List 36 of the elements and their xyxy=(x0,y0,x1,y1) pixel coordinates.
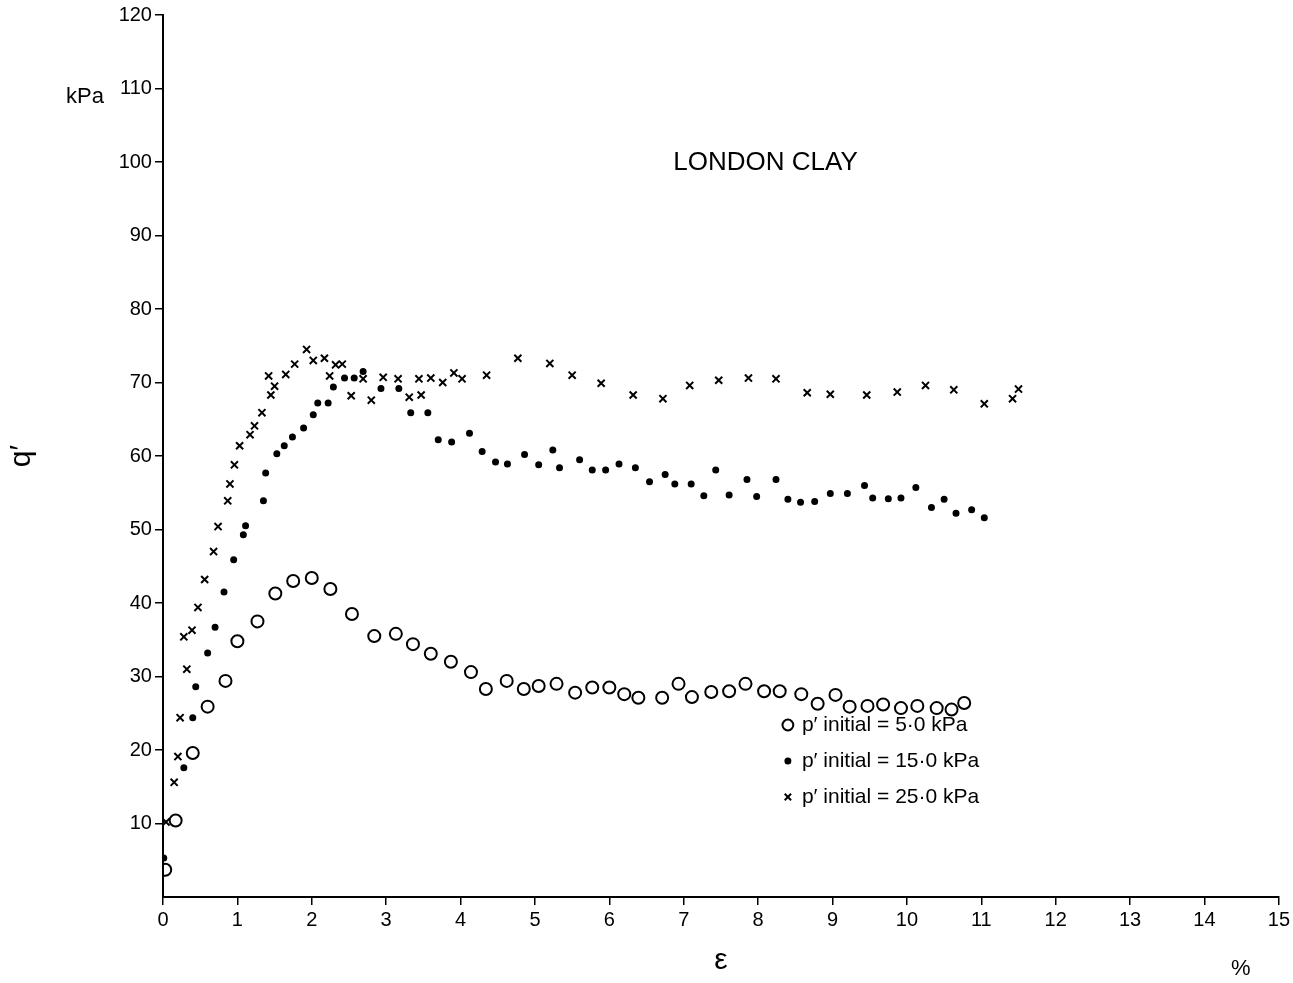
legend-label: p′ initial = 25·0 kPa xyxy=(801,783,980,807)
y-axis-title: q′ xyxy=(3,444,37,468)
y-tick-label: 50 xyxy=(129,517,152,540)
x-tick-label: 15 xyxy=(1267,907,1290,930)
y-tick-label: 20 xyxy=(129,737,152,760)
y-tick-label: 110 xyxy=(120,76,152,99)
y-tick-label: 30 xyxy=(129,664,152,687)
x-tick-label: 11 xyxy=(970,907,992,930)
x-tick-label: 12 xyxy=(1044,907,1067,930)
legend-label: p′ initial = 15·0 kPa xyxy=(801,747,980,771)
x-tick-label: 14 xyxy=(1193,907,1216,930)
x-tick-label: 9 xyxy=(826,907,839,930)
y-tick-label: 90 xyxy=(129,223,152,246)
text: LONDON CLAY xyxy=(673,146,858,177)
x-tick-label: 4 xyxy=(455,907,467,930)
x-tick-label: 13 xyxy=(1118,907,1142,930)
x-tick-label: 1 xyxy=(231,907,243,930)
y-tick-label: 100 xyxy=(118,149,152,172)
x-tick-label: 5 xyxy=(529,907,541,930)
x-tick-label: 0 xyxy=(157,907,169,930)
x-tick-label: 2 xyxy=(306,907,318,930)
text: % xyxy=(1231,955,1251,981)
x-tick-label: 6 xyxy=(603,907,615,930)
y-tick-label: 70 xyxy=(129,370,152,393)
x-tick-label: 3 xyxy=(380,907,392,930)
x-axis-title: ε xyxy=(714,942,728,976)
x-tick-label: 8 xyxy=(752,907,764,930)
y-tick-label: 10 xyxy=(129,811,152,834)
y-tick-label: 120 xyxy=(118,2,152,25)
x-tick-label: 10 xyxy=(895,907,919,930)
x-tick-label: 7 xyxy=(678,907,690,930)
legend-label: p′ initial = 5·0 kPa xyxy=(801,711,968,735)
y-tick-label: 40 xyxy=(129,590,152,613)
text: kPa xyxy=(66,83,105,109)
y-tick-label: 80 xyxy=(129,296,152,319)
y-tick-label: 60 xyxy=(129,443,152,466)
